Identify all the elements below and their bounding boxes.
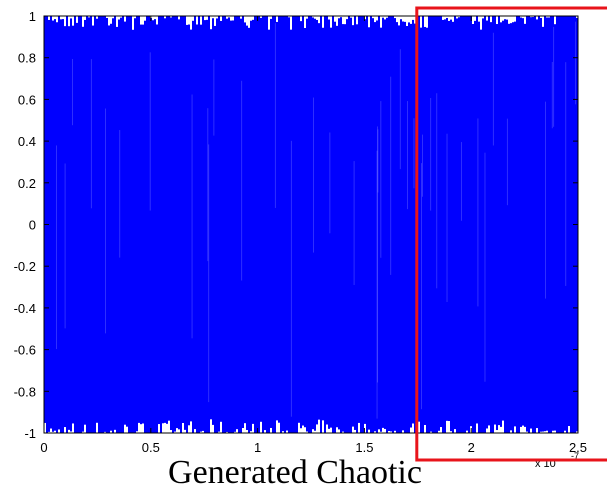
signal-texture	[44, 16, 578, 433]
y-tick-label: 0.6	[18, 92, 36, 107]
y-tick-label: -0.8	[14, 384, 36, 399]
highlight-box	[415, 6, 607, 462]
y-tick-label: 0	[29, 218, 36, 233]
x-tick-label: 0	[40, 440, 47, 455]
signal-layer	[44, 16, 578, 433]
y-tick-label: 0.8	[18, 51, 36, 66]
chart-caption: Generated Chaotic	[168, 454, 422, 491]
signal-series	[44, 16, 578, 433]
x-tick-label: 1.5	[355, 440, 373, 455]
y-tick-label: -1	[24, 426, 36, 441]
x-tick-label: 1	[254, 440, 261, 455]
x-tick-label: 0.5	[142, 440, 160, 455]
x-tick-label: 2	[468, 440, 475, 455]
axis-ticks: 0 0.5 1 1.5 2 2.5 1 0.8 0.6 0.4 0.2 0 -0.2 -0.4 -0.6 -0…	[14, 9, 587, 455]
x-exponent-power: -7	[571, 451, 579, 461]
y-tick-label: -0.2	[14, 259, 36, 274]
y-tick-label: 1	[29, 9, 36, 24]
x-tick-label: 2.5	[569, 440, 587, 455]
y-tick-label: -0.6	[14, 343, 36, 358]
y-tick-label: -0.4	[14, 301, 36, 316]
y-tick-label: 0.4	[18, 134, 36, 149]
y-tick-label: 0.2	[18, 176, 36, 191]
